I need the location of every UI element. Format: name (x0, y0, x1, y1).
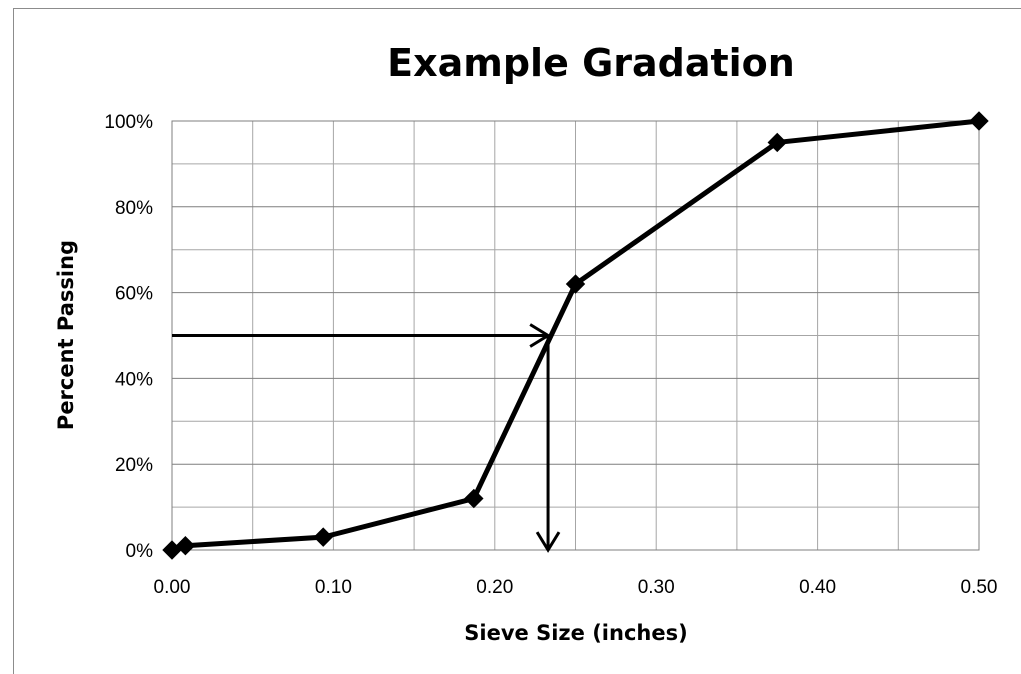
x-axis-tick-labels: 0.00 0.10 0.20 0.30 0.40 0.50 (154, 577, 998, 598)
x-tick-label: 0.10 (315, 577, 352, 598)
y-axis-title: Percent Passing (54, 240, 78, 430)
vertical-arrowhead (535, 531, 561, 553)
y-tick-label: 80% (115, 198, 153, 219)
x-axis-title: Sieve Size (inches) (464, 621, 687, 645)
x-tick-label: 0.00 (154, 577, 191, 598)
data-point-marker (313, 527, 333, 547)
y-tick-label: 20% (115, 455, 153, 476)
y-tick-label: 60% (115, 284, 153, 305)
x-tick-label: 0.30 (638, 577, 675, 598)
x-tick-label: 0.40 (799, 577, 836, 598)
data-markers (162, 111, 989, 560)
data-point-marker (464, 488, 484, 509)
annotation-arrows (172, 323, 561, 553)
y-tick-label: 0% (126, 541, 154, 562)
chart-title: Example Gradation (387, 41, 795, 85)
data-point-marker (565, 274, 586, 294)
chart-frame (13, 8, 1021, 674)
data-point-marker (175, 536, 196, 556)
x-tick-label: 0.20 (476, 577, 513, 598)
y-axis-tick-labels: 0% 20% 40% 60% 80% 100% (104, 112, 153, 562)
y-tick-label: 100% (104, 112, 153, 133)
data-point-marker (969, 111, 989, 131)
data-point-marker (767, 132, 787, 153)
x-tick-label: 0.50 (961, 577, 998, 598)
y-tick-label: 40% (115, 369, 153, 390)
